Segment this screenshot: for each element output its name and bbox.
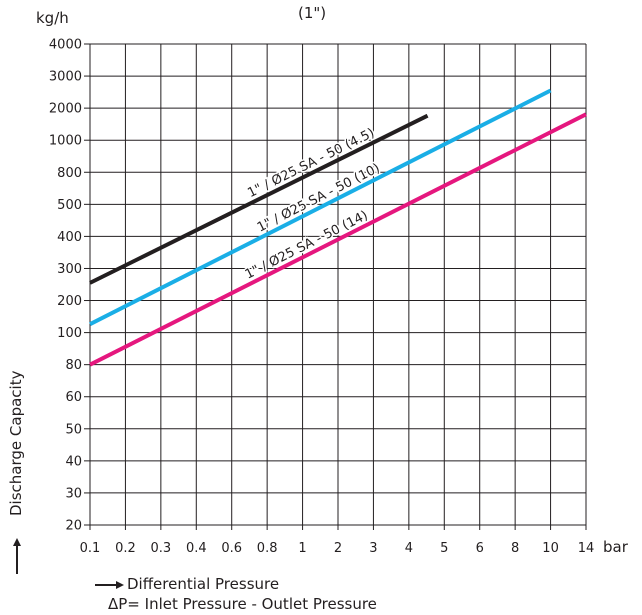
grid (89, 43, 587, 526)
x-tick-label-4: 4 (405, 541, 413, 556)
y-tick-label-500: 500 (57, 198, 82, 213)
y-axis-unit: kg/h (36, 9, 69, 27)
series-line-2 (89, 88, 552, 326)
y-tick-label-800: 800 (57, 166, 82, 181)
x-axis-ticks: 0.1 0.2 0.3 0.4 0.6 0.8 1 2 3 4 5 6 8 10 14 (80, 525, 595, 556)
y-tick-label-300: 300 (57, 262, 82, 277)
y-tick-label-20: 20 (65, 519, 82, 534)
x-tick-label-6: 6 (476, 541, 484, 556)
y-tick-label-100: 100 (57, 326, 82, 341)
chart-subtitle: ΔP= Inlet Pressure - Outlet Pressure (108, 595, 377, 613)
chart-title: (1") (298, 4, 326, 22)
x-tick-label-0.8: 0.8 (257, 541, 278, 556)
x-tick-label-0.6: 0.6 (221, 541, 242, 556)
x-tick-label-0.3: 0.3 (151, 541, 172, 556)
y-axis-label: Discharge Capacity (7, 370, 25, 516)
x-tick-label-0.4: 0.4 (186, 541, 207, 556)
y-tick-label-80: 80 (65, 358, 82, 373)
y-tick-label-40: 40 (65, 454, 82, 469)
x-tick-label-10: 10 (542, 541, 559, 556)
y-tick-label-200: 200 (57, 294, 82, 309)
x-tick-label-0.2: 0.2 (115, 541, 136, 556)
x-tick-label-0.1: 0.1 (80, 541, 101, 556)
y-tick-label-2000: 2000 (49, 102, 82, 117)
y-tick-label-30: 30 (65, 486, 82, 501)
x-tick-label-3: 3 (369, 541, 377, 556)
y-tick-label-3000: 3000 (49, 70, 82, 85)
series-lines (89, 88, 587, 367)
y-tick-label-50: 50 (65, 422, 82, 437)
x-axis-unit: bar (603, 538, 629, 556)
series-line-1 (89, 113, 429, 285)
y-tick-label-60: 60 (65, 390, 82, 405)
series-line-3 (89, 112, 587, 367)
y-tick-label-1000: 1000 (49, 134, 82, 149)
y-tick-label-400: 400 (57, 230, 82, 245)
y-tick-label-4000: 4000 (49, 38, 82, 53)
x-axis-label: Differential Pressure (127, 575, 280, 593)
x-tick-label-5: 5 (440, 541, 448, 556)
y-axis-ticks: 20 30 40 50 60 80 100 200 300 400 500 800 1000 2000 30… (49, 38, 90, 534)
x-tick-label-14: 14 (578, 541, 595, 556)
x-tick-label-8: 8 (511, 541, 519, 556)
x-tick-label-1: 1 (298, 541, 306, 556)
x-tick-label-2: 2 (334, 541, 342, 556)
